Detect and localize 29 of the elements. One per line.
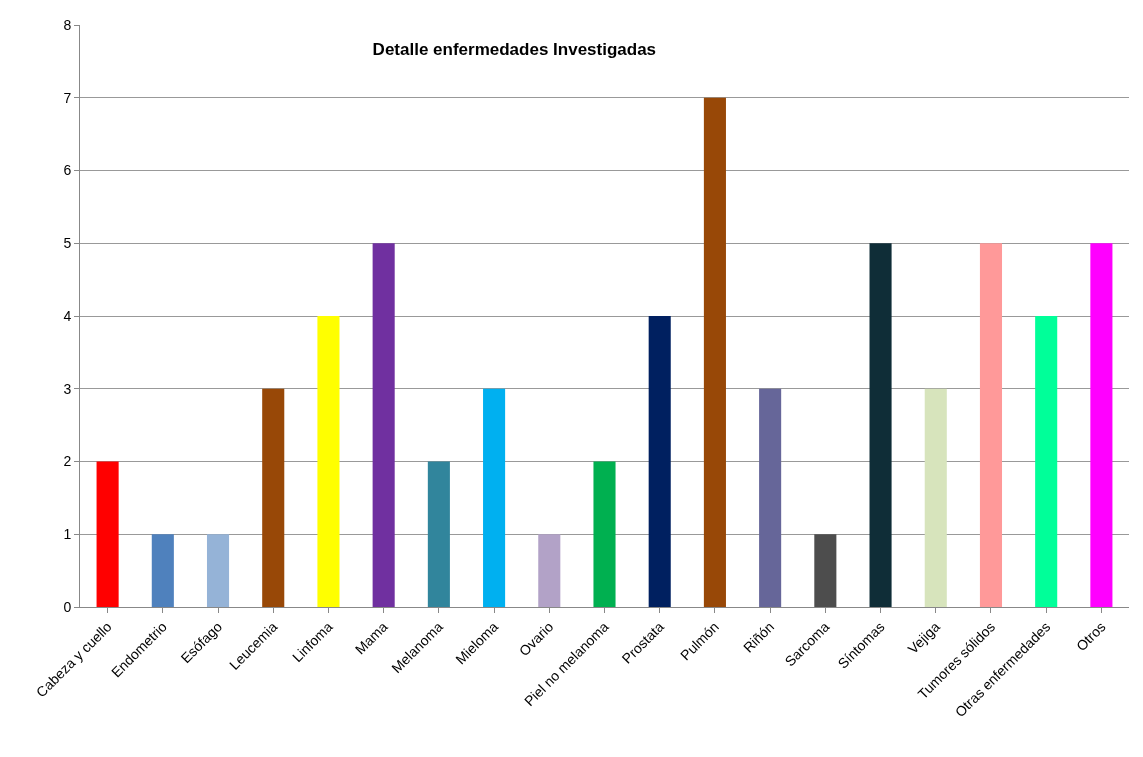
y-tick-label: 7 <box>63 89 72 106</box>
bar <box>317 316 340 607</box>
bar <box>593 461 616 607</box>
bar <box>703 97 726 607</box>
bar <box>483 388 506 607</box>
y-tick-label: 2 <box>63 453 72 470</box>
y-tick-label: 4 <box>63 307 72 324</box>
text: Detalle enfermedades Investigadas <box>372 40 657 60</box>
bar <box>427 461 450 607</box>
bar <box>924 388 947 607</box>
y-tick-label: 6 <box>63 162 72 179</box>
y-tick-label: 1 <box>63 526 72 543</box>
y-tick-label: 8 <box>63 16 72 33</box>
bar <box>1090 243 1113 607</box>
bar <box>869 243 892 607</box>
y-tick-label: 0 <box>63 598 72 615</box>
bar <box>262 388 285 607</box>
bar <box>372 243 395 607</box>
y-tick-label: 3 <box>63 380 72 397</box>
bar <box>151 534 174 607</box>
bar <box>814 534 837 607</box>
bar <box>96 461 119 607</box>
bar <box>1035 316 1058 607</box>
bar <box>538 534 561 607</box>
y-tick-label: 5 <box>63 235 72 252</box>
bar <box>759 388 782 607</box>
bar <box>979 243 1003 607</box>
bar <box>648 316 671 607</box>
bar <box>206 534 230 607</box>
